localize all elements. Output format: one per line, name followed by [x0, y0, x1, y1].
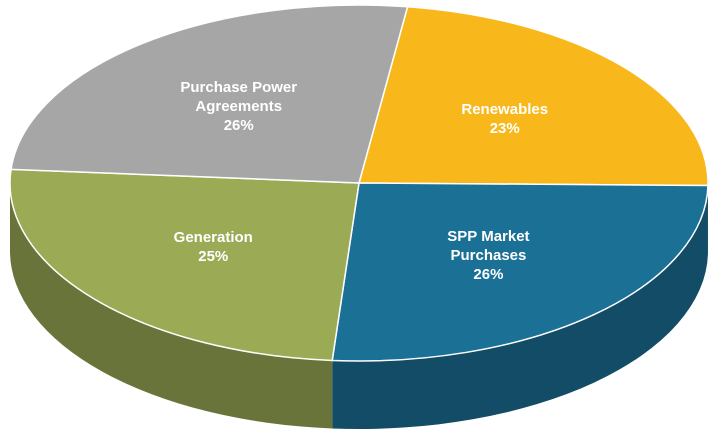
label-box: SPP Market Purchases 26%: [423, 215, 553, 295]
value-label: 26%: [473, 265, 504, 283]
slice: [331, 182, 709, 362]
value-label: 23%: [489, 120, 520, 138]
slice: [10, 4, 409, 184]
slice: [358, 5, 709, 187]
slice-side: [10, 183, 333, 429]
value-label: 25%: [198, 247, 229, 265]
slice-side: [332, 185, 708, 429]
label-box: Renewables 23%: [440, 79, 570, 159]
label-box: Purchase Power Agreements 26%: [174, 67, 304, 147]
category-label: SPP Market Purchases: [447, 227, 530, 264]
category-label: Renewables: [461, 101, 549, 119]
slice: [9, 168, 360, 362]
label-box: Generation 25%: [148, 207, 278, 287]
category-label: Purchase Power Agreements: [180, 79, 298, 116]
category-label: Generation: [173, 228, 253, 246]
value-label: 26%: [223, 117, 254, 135]
